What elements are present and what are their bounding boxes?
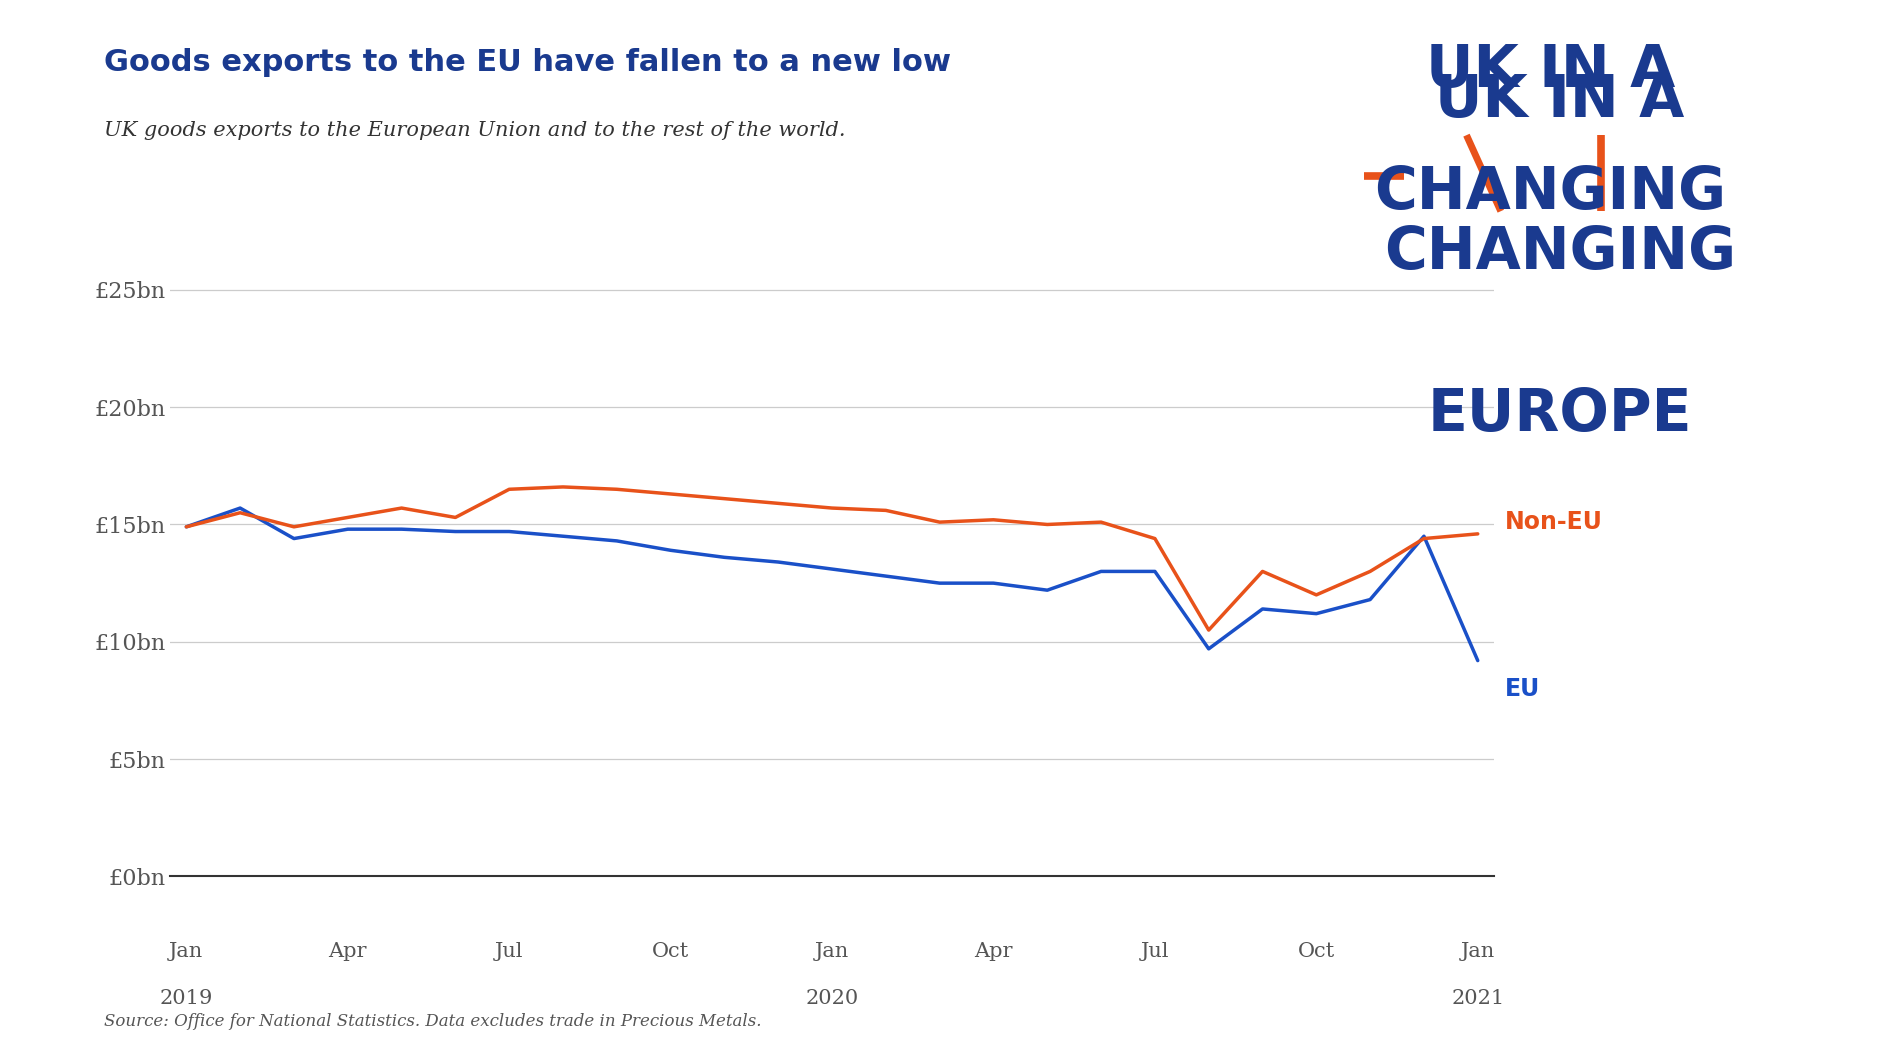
Text: 2020: 2020 [806,989,859,1008]
Text: Oct: Oct [1297,942,1335,961]
Text: EUROPE: EUROPE [1428,386,1692,444]
Text: Jan: Jan [1460,942,1496,961]
Text: Non-EU: Non-EU [1505,510,1602,534]
Text: UK IN A: UK IN A [1426,42,1675,99]
Text: Apr: Apr [329,942,367,961]
Text: Jan: Jan [815,942,849,961]
Text: Jul: Jul [495,942,524,961]
Text: Jul: Jul [1140,942,1169,961]
Text: CHANGING: CHANGING [1375,164,1726,221]
Text: Jan: Jan [168,942,204,961]
Text: Oct: Oct [652,942,688,961]
Text: UK IN A: UK IN A [1435,72,1685,129]
Text: 2019: 2019 [159,989,214,1008]
Text: Goods exports to the EU have fallen to a new low: Goods exports to the EU have fallen to a… [104,48,951,76]
Text: UK goods exports to the European Union and to the rest of the world.: UK goods exports to the European Union a… [104,121,845,140]
Text: CHANGING: CHANGING [1384,224,1736,281]
Text: Source: Office for National Statistics. Data excludes trade in Precious Metals.: Source: Office for National Statistics. … [104,1013,762,1030]
Text: EU: EU [1505,677,1539,701]
Text: 2021: 2021 [1450,989,1505,1008]
Text: Apr: Apr [974,942,1014,961]
